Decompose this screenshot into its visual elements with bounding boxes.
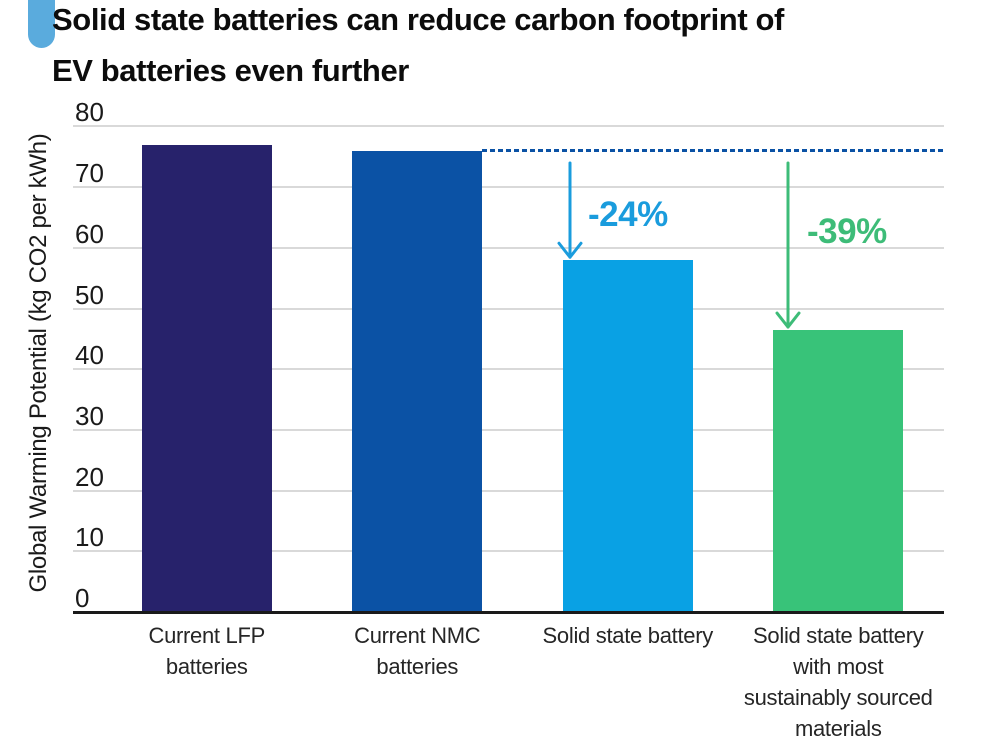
x-axis-label-line: materials [794,716,882,741]
title-accent-bar [28,0,55,48]
y-tick-label: 30 [75,400,104,431]
bar-3 [562,259,693,611]
reference-dashed-line [482,149,944,153]
y-gridline [73,307,944,310]
x-axis-label-line: Solid state battery [753,623,924,648]
drop-arrow--39% [775,161,801,329]
y-tick-label: 70 [75,158,104,189]
x-axis-line [73,611,944,614]
bar-4 [773,329,904,611]
bar-2 [352,150,483,611]
bar-1 [141,144,272,611]
x-axis-label-line: sustainably sourced [743,685,933,710]
y-gridline [73,368,944,371]
x-axis-label-line: Current LFP [148,623,266,648]
y-tick-label: 10 [75,522,104,553]
annotation--39%: -39% [807,212,887,251]
y-gridline [73,125,944,128]
y-gridline [73,186,944,189]
x-axis-label-line: batteries [376,654,459,679]
x-axis-label-line: Solid state battery [542,623,714,648]
y-tick-label: 50 [75,279,104,310]
x-axis-label-line: Current NMC [354,623,481,648]
y-gridline [73,489,944,492]
x-axis-label-3: Solid state battery [516,620,741,651]
drop-arrow-shape [557,161,583,259]
y-tick-label: 80 [75,97,104,128]
y-tick-label: 20 [75,461,104,492]
x-axis-label-line: batteries [165,654,248,679]
x-axis-label-4: Solid state battery with most sustainably … [726,620,951,744]
chart-title-line2: EV batteries even further [52,53,409,88]
chart-title: Solid state batteries can reduce carbon … [52,0,784,96]
y-gridline [73,246,944,249]
annotation--24%: -24% [588,195,668,234]
y-tick-label: 60 [75,218,104,249]
y-tick-label: 40 [75,340,104,371]
x-axis-label-2: Current NMC batteries [305,620,530,682]
chart-title-line1: Solid state batteries can reduce carbon … [52,2,784,37]
x-axis-label-1: Current LFP batteries [95,620,320,682]
y-gridline [73,428,944,431]
y-gridline [73,550,944,553]
drop-arrow--24% [557,161,583,259]
x-axis-label-line: with most [793,654,884,679]
y-tick-label: 0 [75,583,90,613]
y-axis-title: Global Warming Potential (kg CO2 per kWh… [25,133,52,593]
drop-arrow-shape [775,161,801,329]
